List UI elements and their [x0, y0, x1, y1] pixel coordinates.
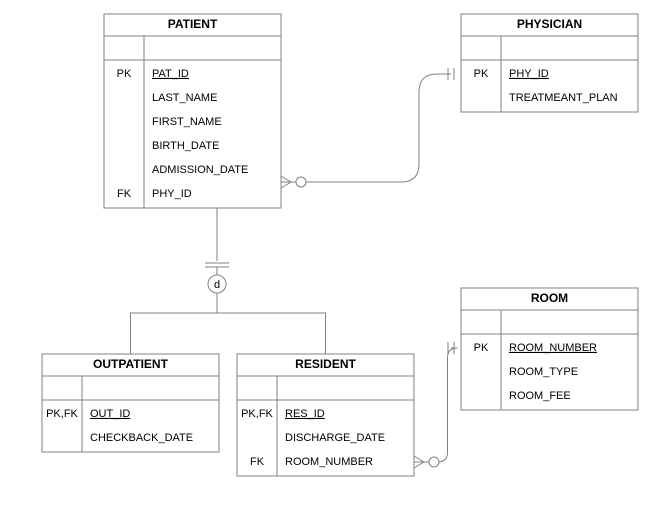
attr-name: TREATMEANT_PLAN [509, 92, 618, 104]
entity-room: ROOM PK ROOM_NUMBER ROOM_TYPE ROOM_FEE [461, 288, 638, 410]
optional-ring-icon [429, 457, 439, 467]
entity-patient: PATIENT PK PAT_ID LAST_NAME FIRST_NAME BIRTH_… [104, 14, 281, 208]
entity-resident: RESIDENT PK,FK RES_ID DISCHARGE_DATE FK ROOM_… [237, 354, 414, 476]
attr-key: PK [474, 342, 489, 354]
rel-disc-resident [217, 313, 326, 354]
attr-key: PK,FK [46, 408, 78, 420]
entity-title-room: ROOM [531, 291, 568, 305]
attr-name: ROOM_FEE [509, 390, 571, 402]
entity-title-outpatient: OUTPATIENT [93, 357, 169, 371]
attr-name: ROOM_TYPE [509, 366, 578, 378]
attr-key: PK [117, 68, 132, 80]
attr-name: DISCHARGE_DATE [285, 432, 385, 444]
entity-physician: PHYSICIAN PK PHY_ID TREATMEANT_PLAN [461, 14, 638, 112]
entity-title-resident: RESIDENT [295, 357, 356, 371]
attr-name: ROOM_NUMBER [285, 456, 373, 468]
entity-title-patient: PATIENT [168, 17, 218, 31]
attr-key: FK [250, 456, 265, 468]
attr-name: BIRTH_DATE [152, 140, 219, 152]
attr-key: PK,FK [241, 408, 273, 420]
attr-name: RES_ID [285, 408, 325, 420]
attr-name: OUT_ID [90, 408, 130, 420]
attr-name: ADMISSION_DATE [152, 164, 248, 176]
rel-resident-room [424, 348, 458, 462]
attr-key: PK [474, 68, 489, 80]
attr-name: CHECKBACK_DATE [90, 432, 193, 444]
attr-name: PHY_ID [509, 68, 549, 80]
entity-title-physician: PHYSICIAN [517, 17, 582, 31]
attr-key: FK [117, 188, 132, 200]
crows-foot-icon [281, 176, 291, 188]
attr-name: FIRST_NAME [152, 116, 222, 128]
rel-disc-outpatient [131, 313, 218, 354]
attr-name: ROOM_NUMBER [509, 342, 597, 354]
optional-ring-icon [296, 177, 306, 187]
rel-patient-physician [291, 74, 451, 182]
attr-name: PHY_ID [152, 188, 192, 200]
attr-name: LAST_NAME [152, 92, 217, 104]
er-diagram-canvas: PATIENT PK PAT_ID LAST_NAME FIRST_NAME BIRTH_… [0, 0, 651, 511]
discriminator-label: d [214, 279, 220, 291]
entity-outpatient: OUTPATIENT PK,FK OUT_ID CHECKBACK_DATE [42, 354, 219, 452]
attr-name: PAT_ID [152, 68, 189, 80]
crows-foot-icon [414, 456, 424, 468]
